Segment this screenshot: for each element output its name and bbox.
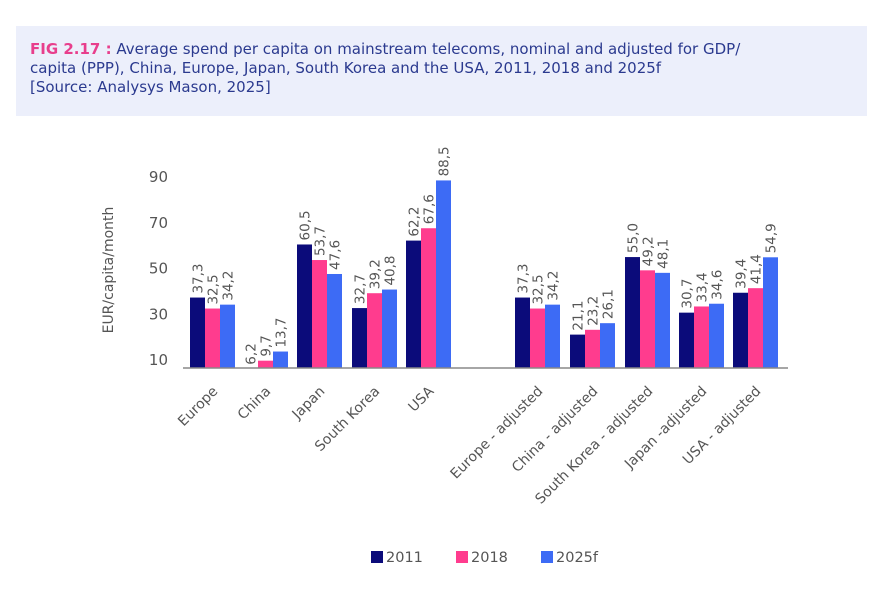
category-label: USA — [406, 383, 438, 415]
bar — [352, 308, 367, 368]
data-label: 32,7 — [353, 274, 369, 304]
caption-line-1: FIG 2.17 : Average spend per capita on m… — [30, 40, 853, 59]
data-label: 62,2 — [407, 207, 423, 237]
bar — [679, 312, 694, 368]
data-label: 34,2 — [546, 271, 562, 301]
data-label: 47,6 — [328, 240, 344, 270]
data-label: 53,7 — [313, 226, 329, 256]
data-label: 41,4 — [749, 254, 765, 284]
category-label: Europe - adjusted — [448, 384, 547, 483]
y-tick-label: 10 — [149, 351, 168, 369]
data-label: 88,5 — [437, 146, 453, 176]
data-label: 21,1 — [571, 301, 587, 331]
caption-title: Average spend per capita on mainstream t… — [111, 40, 741, 58]
bar — [545, 304, 560, 368]
legend-label: 2025f — [556, 550, 599, 566]
bar — [367, 293, 382, 368]
data-label: 33,4 — [695, 272, 711, 302]
y-tick-label: 30 — [149, 305, 168, 323]
figure-label: FIG 2.17 : — [30, 40, 112, 58]
bar — [421, 228, 436, 368]
data-label: 34,2 — [221, 271, 237, 301]
bar — [625, 257, 640, 368]
caption-source: [Source: Analysys Mason, 2025] — [30, 78, 271, 96]
bar — [258, 360, 273, 368]
data-label: 26,1 — [601, 289, 617, 319]
bar — [327, 273, 342, 368]
bar — [406, 240, 421, 368]
bar — [694, 306, 709, 368]
category-label: Japan — [289, 384, 329, 424]
data-label: 67,6 — [422, 194, 438, 224]
bar — [220, 304, 235, 368]
data-label: 39,2 — [368, 259, 384, 289]
bar — [640, 270, 655, 368]
bar — [763, 257, 778, 368]
data-label: 49,2 — [641, 236, 657, 266]
bar — [585, 329, 600, 368]
data-label: 40,8 — [383, 255, 399, 285]
bar — [655, 272, 670, 368]
legend-swatch — [541, 551, 553, 563]
legend-swatch — [456, 551, 468, 563]
bar — [297, 244, 312, 368]
bar — [312, 260, 327, 368]
data-label: 60,5 — [298, 210, 314, 240]
y-tick-label: 50 — [149, 260, 168, 278]
legend-swatch — [371, 551, 383, 563]
bar — [530, 308, 545, 368]
data-label: 30,7 — [680, 279, 696, 309]
bar — [436, 180, 451, 368]
figure-caption: FIG 2.17 : Average spend per capita on m… — [16, 26, 867, 116]
data-label: 13,7 — [274, 317, 290, 347]
data-label: 39,4 — [734, 259, 750, 289]
data-label: 37,3 — [516, 263, 532, 293]
data-label: 23,2 — [586, 296, 602, 326]
bar — [600, 323, 615, 368]
bar — [733, 292, 748, 368]
data-label: 6,2 — [244, 343, 260, 364]
category-label: China — [235, 384, 275, 424]
category-label: Europe — [175, 384, 221, 430]
caption-line-2: capita (PPP), China, Europe, Japan, Sout… — [30, 59, 662, 77]
bar — [570, 334, 585, 368]
y-tick-label: 90 — [149, 168, 168, 186]
bar — [382, 289, 397, 368]
y-tick-label: 70 — [149, 214, 168, 232]
data-label: 34,6 — [710, 270, 726, 300]
data-label: 32,5 — [206, 274, 222, 304]
bar — [273, 351, 288, 368]
data-label: 37,3 — [191, 263, 207, 293]
bar — [748, 288, 763, 368]
data-label: 32,5 — [531, 274, 547, 304]
bar — [515, 297, 530, 368]
data-label: 55,0 — [626, 223, 642, 253]
data-label: 9,7 — [259, 335, 275, 356]
y-axis-title: EUR/capita/month — [101, 207, 117, 334]
legend-label: 2011 — [386, 550, 423, 566]
bar — [205, 308, 220, 368]
data-label: 48,1 — [656, 239, 672, 269]
bar — [709, 303, 724, 368]
bar — [190, 297, 205, 368]
data-label: 54,9 — [764, 223, 780, 253]
legend-label: 2018 — [471, 550, 508, 566]
